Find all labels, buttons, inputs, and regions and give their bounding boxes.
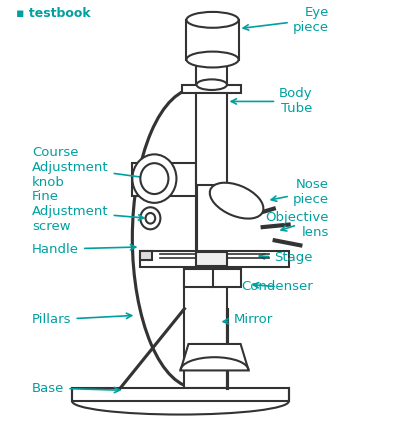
Polygon shape bbox=[72, 388, 289, 401]
Text: Eye
piece: Eye piece bbox=[243, 6, 329, 34]
Polygon shape bbox=[196, 60, 227, 85]
Polygon shape bbox=[182, 85, 241, 93]
Polygon shape bbox=[184, 267, 227, 388]
Circle shape bbox=[140, 207, 160, 229]
Polygon shape bbox=[186, 20, 239, 60]
Polygon shape bbox=[184, 269, 241, 287]
Text: Fine
Adjustment
screw: Fine Adjustment screw bbox=[32, 190, 144, 233]
Polygon shape bbox=[140, 251, 289, 267]
Text: Pillars: Pillars bbox=[32, 313, 132, 326]
Text: Stage: Stage bbox=[259, 251, 313, 265]
Polygon shape bbox=[196, 93, 227, 185]
Ellipse shape bbox=[186, 52, 239, 67]
Text: Nose
piece: Nose piece bbox=[271, 178, 329, 206]
Polygon shape bbox=[132, 163, 196, 196]
Text: ▪ testbook: ▪ testbook bbox=[16, 7, 91, 19]
Ellipse shape bbox=[186, 12, 239, 28]
Text: Body
Tube: Body Tube bbox=[231, 87, 313, 116]
Polygon shape bbox=[140, 251, 152, 260]
Polygon shape bbox=[196, 252, 227, 266]
Text: Course
Adjustment
knob: Course Adjustment knob bbox=[32, 146, 148, 189]
Text: Objective
lens: Objective lens bbox=[265, 211, 329, 239]
Text: Base: Base bbox=[32, 381, 119, 395]
Text: Handle: Handle bbox=[32, 243, 136, 256]
Text: Mirror: Mirror bbox=[223, 313, 273, 326]
Polygon shape bbox=[180, 344, 249, 370]
Ellipse shape bbox=[196, 79, 227, 90]
Circle shape bbox=[140, 163, 168, 194]
Text: Condenser: Condenser bbox=[241, 280, 313, 293]
Ellipse shape bbox=[210, 183, 263, 219]
Circle shape bbox=[146, 213, 155, 224]
Circle shape bbox=[132, 154, 176, 203]
